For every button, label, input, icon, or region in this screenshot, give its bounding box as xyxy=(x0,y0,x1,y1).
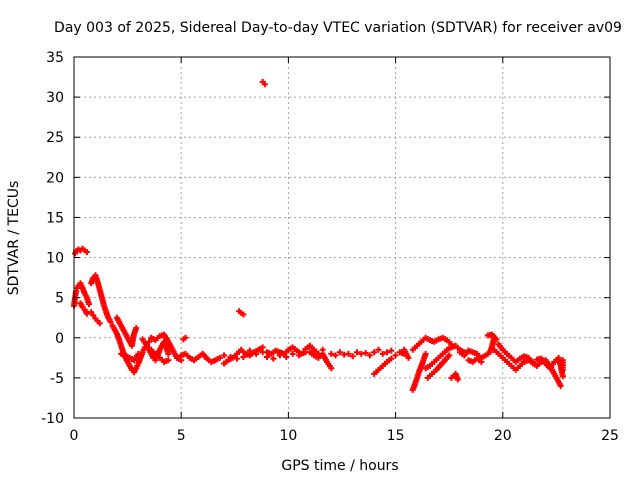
data-point xyxy=(388,355,395,362)
y-tick-label: 30 xyxy=(46,90,64,106)
x-axis-label: GPS time / hours xyxy=(281,458,398,474)
data-point xyxy=(182,334,189,341)
data-point xyxy=(328,350,335,357)
data-point xyxy=(332,352,339,359)
data-point xyxy=(371,349,378,356)
data-point xyxy=(86,301,93,308)
data-point xyxy=(240,354,247,361)
x-tick-label: 20 xyxy=(494,428,512,444)
data-point xyxy=(388,347,395,354)
axis-ticks: 0 5 10 15 20 25 -10 -5 0 5 10 15 20 25 30 35 xyxy=(41,50,619,444)
x-tick-label: 15 xyxy=(387,428,405,444)
data-point xyxy=(422,350,429,357)
data-point xyxy=(263,354,270,361)
y-tick-label: 0 xyxy=(55,331,64,347)
data-point xyxy=(107,318,114,325)
data-point xyxy=(366,352,373,359)
data-point xyxy=(341,351,348,358)
data-point xyxy=(146,338,153,345)
x-tick-label: 25 xyxy=(601,428,619,444)
data-point xyxy=(354,349,361,356)
data-point xyxy=(88,309,95,316)
data-point xyxy=(454,376,461,383)
data-point xyxy=(493,336,500,343)
data-point xyxy=(221,352,228,359)
data-point xyxy=(379,350,386,357)
data-point xyxy=(90,312,97,319)
x-tick-label: 5 xyxy=(177,428,186,444)
grid xyxy=(74,57,610,418)
y-axis-label: SDTVAR / TECUs xyxy=(6,181,22,296)
data-point xyxy=(319,346,326,353)
data-point xyxy=(253,350,260,357)
data-point xyxy=(83,310,90,317)
y-tick-label: 15 xyxy=(46,210,64,226)
data-point xyxy=(270,355,277,362)
y-tick-label: 25 xyxy=(46,130,64,146)
data-point xyxy=(96,320,103,327)
data-point xyxy=(289,350,296,357)
data-point xyxy=(559,373,566,380)
x-tick-label: 10 xyxy=(279,428,297,444)
y-tick-label: -10 xyxy=(41,411,64,427)
y-tick-label: -5 xyxy=(50,371,64,387)
data-point xyxy=(328,365,335,372)
data-point xyxy=(384,349,391,356)
y-tick-label: 10 xyxy=(46,251,64,267)
data-point xyxy=(336,349,343,356)
x-tick-label: 0 xyxy=(70,428,79,444)
data-point xyxy=(240,311,247,318)
data-point xyxy=(283,354,290,361)
data-point xyxy=(261,81,268,88)
data-point xyxy=(405,354,412,361)
plot-frame xyxy=(73,56,611,419)
data-point xyxy=(392,352,399,359)
data-point xyxy=(135,350,142,357)
data-point xyxy=(349,353,356,360)
y-tick-label: 20 xyxy=(46,170,64,186)
y-tick-label: 5 xyxy=(55,291,64,307)
data-point xyxy=(165,350,172,357)
data-point xyxy=(227,354,234,361)
data-point xyxy=(83,248,90,255)
data-point xyxy=(216,354,223,361)
data-point xyxy=(446,352,453,359)
data-point xyxy=(165,357,172,364)
data-point xyxy=(358,350,365,357)
data-point xyxy=(296,352,303,359)
chart-title: Day 003 of 2025, Sidereal Day-to-day VTE… xyxy=(54,20,622,36)
data-point xyxy=(276,352,283,359)
data-point xyxy=(478,358,485,365)
data-point xyxy=(246,347,253,354)
data-point xyxy=(375,346,382,353)
y-tick-label: 35 xyxy=(46,50,64,66)
data-points xyxy=(71,78,566,393)
data-point xyxy=(133,325,140,332)
data-point xyxy=(557,382,564,389)
data-point xyxy=(233,355,240,362)
